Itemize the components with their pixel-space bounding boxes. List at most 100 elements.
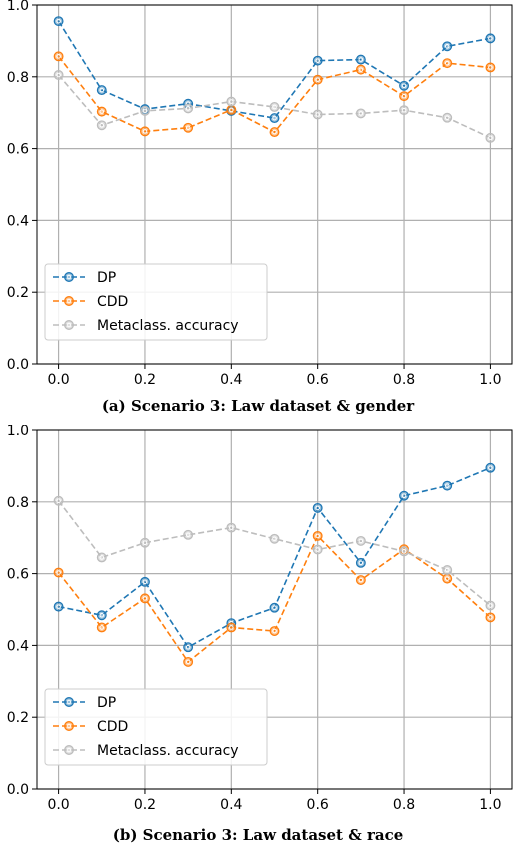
data-point-metaclass-accuracy bbox=[183, 103, 194, 114]
series-line-metaclass-accuracy bbox=[57, 74, 491, 139]
data-point-cdd bbox=[269, 626, 280, 636]
data-point-cdd bbox=[355, 575, 366, 586]
x-tick-label: 0.0 bbox=[47, 797, 69, 813]
data-point-metaclass-accuracy bbox=[226, 522, 237, 533]
data-point-metaclass-accuracy bbox=[485, 132, 496, 143]
y-tick-label: 0.6 bbox=[7, 142, 29, 158]
data-point-cdd bbox=[312, 530, 323, 541]
data-point-metaclass-accuracy bbox=[140, 537, 150, 548]
x-tick-label: 0.6 bbox=[307, 797, 329, 813]
x-tick-label: 0.4 bbox=[220, 372, 242, 388]
data-point-dp bbox=[183, 642, 194, 653]
x-tick-label: 0.2 bbox=[134, 797, 156, 813]
y-tick-label: 1.0 bbox=[7, 0, 29, 14]
legend-label: DP bbox=[97, 695, 116, 711]
data-point-cdd bbox=[269, 127, 280, 138]
data-point-metaclass-accuracy bbox=[399, 546, 409, 557]
legend-item-metaclass-accuracy: Metaclass. accuracy bbox=[53, 318, 239, 334]
chart-b-svg: 0.0 0.2 0.4 0.6 0.8 1.0 0.0 0.2 0.4 0.6 0.8 1.0 DP CD… bbox=[7, 425, 513, 813]
data-point-dp bbox=[312, 502, 323, 513]
y-tick-label: 0.2 bbox=[7, 285, 29, 301]
data-point-cdd bbox=[355, 64, 366, 75]
data-point-dp bbox=[96, 610, 107, 621]
legend: DP CDD Metaclass. accuracy bbox=[44, 263, 268, 341]
x-tick-label: 0.8 bbox=[393, 797, 415, 813]
data-point-cdd bbox=[183, 122, 194, 133]
legend-item-dp: DP bbox=[53, 270, 116, 286]
legend-item-dp: DP bbox=[53, 695, 116, 711]
data-point-dp bbox=[96, 85, 107, 96]
data-point-dp bbox=[269, 602, 280, 613]
data-point-metaclass-accuracy bbox=[140, 105, 150, 116]
data-point-dp bbox=[399, 80, 409, 91]
legend-item-metaclass-accuracy: Metaclass. accuracy bbox=[53, 743, 239, 759]
x-tick-label: 1.0 bbox=[479, 372, 501, 388]
chart-panel-b: 0.0 0.2 0.4 0.6 0.8 1.0 0.0 0.2 0.4 0.6 0.8 1.0 DP CD… bbox=[0, 425, 516, 850]
legend: DP CDD Metaclass. accuracy bbox=[44, 688, 268, 766]
data-point-dp bbox=[312, 55, 323, 66]
y-tick-label: 0.6 bbox=[7, 567, 29, 583]
data-point-dp bbox=[442, 480, 453, 491]
data-point-metaclass-accuracy bbox=[442, 565, 453, 575]
series-line-dp bbox=[58, 466, 491, 649]
data-point-cdd bbox=[226, 104, 237, 115]
data-point-dp bbox=[269, 113, 280, 124]
data-point-dp bbox=[53, 601, 64, 612]
data-point-metaclass-accuracy bbox=[226, 96, 237, 107]
data-point-cdd bbox=[399, 91, 409, 102]
data-point-dp bbox=[355, 557, 366, 568]
data-point-dp bbox=[485, 462, 496, 473]
y-tick-label: 1.0 bbox=[7, 425, 29, 439]
series-line-cdd bbox=[57, 55, 491, 134]
legend-label: Metaclass. accuracy bbox=[97, 318, 239, 334]
data-point-cdd bbox=[312, 74, 323, 85]
series-line-cdd bbox=[57, 534, 491, 664]
data-point-dp bbox=[53, 16, 64, 27]
data-point-cdd bbox=[53, 51, 64, 62]
data-point-cdd bbox=[442, 573, 453, 584]
x-tick-label: 0.6 bbox=[307, 372, 329, 388]
chart-a-caption: (a) Scenario 3: Law dataset & gender bbox=[101, 397, 415, 415]
chart-a-svg: 0.0 0.2 0.4 0.6 0.8 1.0 0.0 0.2 0.4 0.6 0.8 1.0 DP CD… bbox=[7, 0, 513, 388]
data-point-metaclass-accuracy bbox=[442, 112, 453, 123]
data-point-dp bbox=[140, 576, 150, 587]
data-point-dp bbox=[442, 41, 453, 52]
y-tick-label: 0.8 bbox=[7, 70, 29, 86]
x-tick-label: 0.2 bbox=[134, 372, 156, 388]
x-tick-label: 0.4 bbox=[220, 797, 242, 813]
data-point-metaclass-accuracy bbox=[269, 533, 280, 544]
data-point-metaclass-accuracy bbox=[312, 109, 323, 120]
legend-label: Metaclass. accuracy bbox=[97, 743, 239, 759]
data-point-cdd bbox=[96, 106, 107, 117]
x-tick-label: 0.0 bbox=[47, 372, 69, 388]
y-tick-label: 0.2 bbox=[7, 710, 29, 726]
data-point-cdd bbox=[96, 622, 107, 633]
data-point-cdd bbox=[140, 593, 150, 604]
data-point-cdd bbox=[140, 126, 150, 137]
data-point-cdd bbox=[183, 656, 194, 667]
data-point-metaclass-accuracy bbox=[269, 102, 280, 112]
plot-frame bbox=[36, 4, 513, 365]
data-point-cdd bbox=[485, 62, 496, 73]
data-point-metaclass-accuracy bbox=[183, 529, 194, 540]
legend-label: CDD bbox=[97, 719, 128, 735]
data-point-metaclass-accuracy bbox=[96, 120, 107, 131]
y-tick-label: 0.4 bbox=[7, 638, 29, 654]
data-point-dp bbox=[399, 490, 409, 501]
y-tick-label: 0.0 bbox=[7, 357, 29, 373]
legend-item-cdd: CDD bbox=[53, 719, 128, 735]
y-tick-label: 0.0 bbox=[7, 782, 29, 798]
legend-label: DP bbox=[97, 270, 116, 286]
data-point-metaclass-accuracy bbox=[53, 70, 64, 80]
y-tick-label: 0.8 bbox=[7, 495, 29, 511]
chart-panel-a: 0.0 0.2 0.4 0.6 0.8 1.0 0.0 0.2 0.4 0.6 0.8 1.0 DP CD… bbox=[7, 0, 513, 388]
series-line-dp bbox=[57, 20, 491, 119]
data-point-dp bbox=[485, 33, 496, 44]
data-point-metaclass-accuracy bbox=[53, 495, 64, 506]
data-point-metaclass-accuracy bbox=[355, 108, 366, 119]
x-tick-label: 1.0 bbox=[479, 797, 501, 813]
chart-b-caption: (b) Scenario 3: Law dataset & race bbox=[112, 826, 404, 844]
data-point-metaclass-accuracy bbox=[399, 105, 409, 116]
series-line-metaclass-accuracy bbox=[57, 500, 491, 607]
data-point-metaclass-accuracy bbox=[485, 600, 496, 611]
